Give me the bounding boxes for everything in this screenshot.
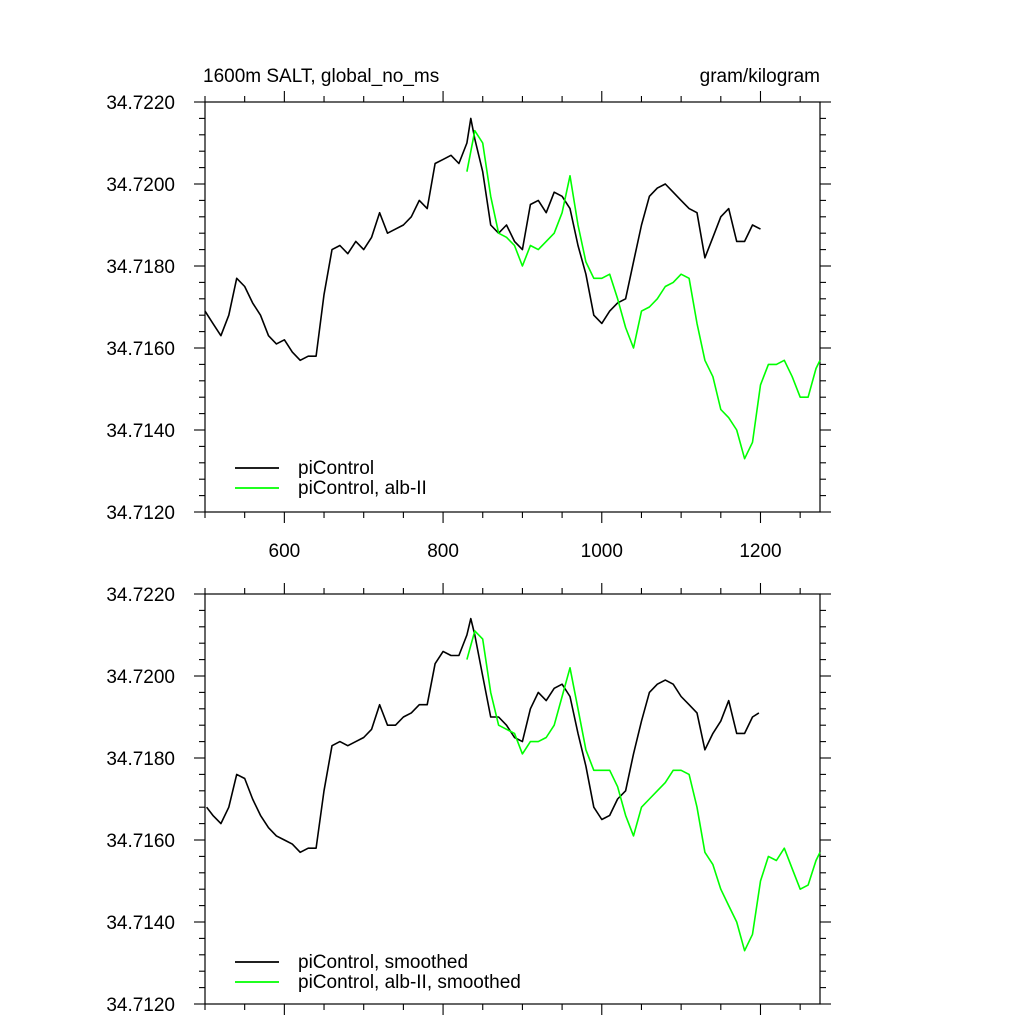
y-tick-label: 34.7180 (106, 749, 175, 770)
x-tick-label: 1000 (581, 541, 623, 562)
units-label: gram/kilogram (700, 66, 820, 87)
chart-title: 1600m SALT, global_no_ms (203, 66, 439, 87)
x-tick-label: 800 (427, 541, 459, 562)
y-tick-label: 34.7220 (106, 585, 175, 606)
legend-label: piControl, alb-II, smoothed (298, 972, 521, 993)
x-tick-label: 1200 (739, 541, 781, 562)
legend-label: piControl, alb-II (298, 478, 427, 499)
y-tick-label: 34.7120 (106, 995, 175, 1016)
y-tick-label: 34.7180 (106, 257, 175, 278)
y-tick-label: 34.7160 (106, 831, 175, 852)
top-panel: 1600m SALT, global_no_ms gram/kilogram 34.… (106, 66, 831, 562)
series-line-1 (466, 630, 821, 952)
y-tick-label: 34.7220 (106, 93, 175, 114)
x-tick-label: 600 (269, 541, 301, 562)
plot-frame (204, 593, 821, 1005)
bottom-panel: 34.7120 34.7140 34.7160 34.7180 34.7200 34.72… (106, 583, 831, 1016)
series-line-0 (205, 617, 760, 854)
series-line-1 (466, 129, 821, 460)
plot-frame (204, 101, 821, 513)
legend-label: piControl, smoothed (298, 952, 468, 973)
y-tick-label: 34.7120 (106, 503, 175, 524)
legend-label: piControl (298, 458, 374, 479)
series-line-0 (204, 117, 761, 362)
y-tick-label: 34.7200 (106, 667, 175, 688)
y-tick-label: 34.7140 (106, 421, 175, 442)
y-tick-label: 34.7140 (106, 913, 175, 934)
y-tick-label: 34.7200 (106, 175, 175, 196)
y-tick-label: 34.7160 (106, 339, 175, 360)
